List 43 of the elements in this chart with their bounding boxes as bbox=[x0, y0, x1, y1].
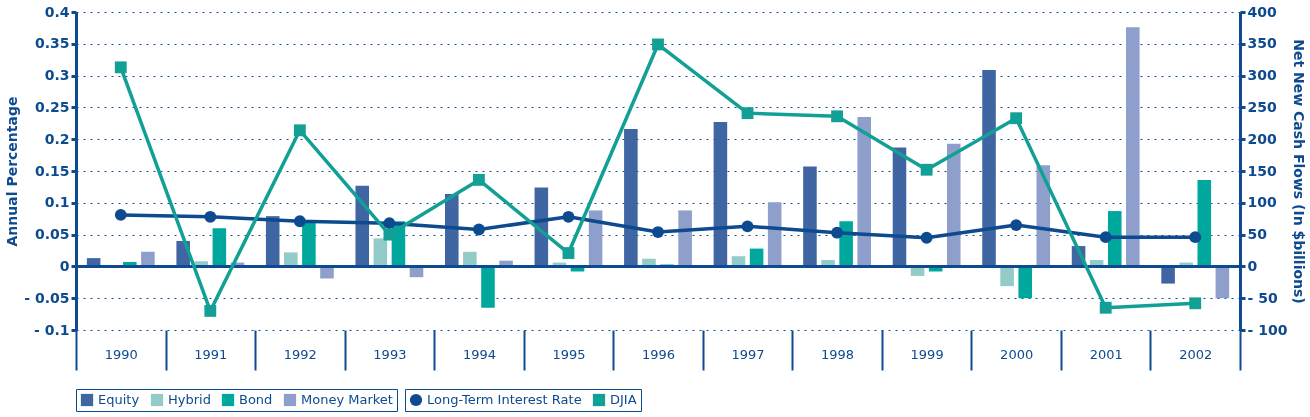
x-tick-label: 2002 bbox=[1179, 346, 1213, 362]
x-tick-label: 1994 bbox=[462, 346, 496, 362]
x-tick-label: 1990 bbox=[104, 346, 138, 362]
y2-tick-label: - 50 bbox=[1247, 289, 1278, 306]
y-tick-label: 0 bbox=[59, 257, 70, 274]
legend-label: Bond bbox=[239, 392, 273, 407]
y-tick-label: 0.25 bbox=[34, 98, 70, 115]
x-tick-label: 1996 bbox=[641, 346, 676, 362]
y2-tick-label: 350 bbox=[1247, 35, 1277, 52]
y2-tick-label: 400 bbox=[1247, 3, 1277, 20]
y-tick-label: 0.05 bbox=[34, 226, 70, 243]
y2-tick-label: 300 bbox=[1247, 67, 1277, 84]
x-tick-label: 1991 bbox=[194, 346, 228, 362]
legend-label: Money Market bbox=[301, 392, 393, 407]
legend-label: Hybrid bbox=[168, 392, 211, 407]
y2-tick-label: - 100 bbox=[1247, 321, 1288, 338]
x-tick-label: 1998 bbox=[821, 346, 855, 362]
y-tick-label: 0.4 bbox=[44, 3, 70, 20]
legend-label: Long-Term Interest Rate bbox=[427, 392, 582, 407]
legend-label: DJIA bbox=[610, 392, 637, 407]
y2-tick-label: 100 bbox=[1247, 194, 1277, 211]
y-tick-label: - 0.1 bbox=[34, 321, 70, 338]
legend-label: Equity bbox=[98, 392, 140, 407]
x-tick-label: 2000 bbox=[1000, 346, 1034, 362]
y2-tick-label: 150 bbox=[1247, 162, 1277, 179]
x-tick-label: 1999 bbox=[910, 346, 944, 362]
x-tick-label: 1993 bbox=[373, 346, 407, 362]
y2-tick-label: 50 bbox=[1247, 226, 1268, 243]
y-tick-label: 0.1 bbox=[44, 194, 70, 211]
y-tick-label: 0.3 bbox=[44, 67, 70, 84]
y2-tick-label: 0 bbox=[1247, 257, 1258, 274]
y2-tick-label: 200 bbox=[1247, 130, 1277, 147]
x-tick-label: 1992 bbox=[283, 346, 317, 362]
x-tick-label: 1997 bbox=[731, 346, 765, 362]
y-axis-title: Annual Percentage bbox=[4, 96, 21, 247]
y-tick-label: 0.35 bbox=[34, 35, 70, 52]
y2-axis-title: Net New Cash Flows (In $billions) bbox=[1291, 39, 1308, 304]
y2-tick-label: 250 bbox=[1247, 98, 1277, 115]
y-tick-label: 0.2 bbox=[44, 130, 70, 147]
x-tick-label: 2001 bbox=[1089, 346, 1123, 362]
y-tick-label: 0.15 bbox=[34, 162, 70, 179]
y-tick-label: - 0.05 bbox=[24, 289, 70, 306]
x-tick-label: 1995 bbox=[552, 346, 586, 362]
